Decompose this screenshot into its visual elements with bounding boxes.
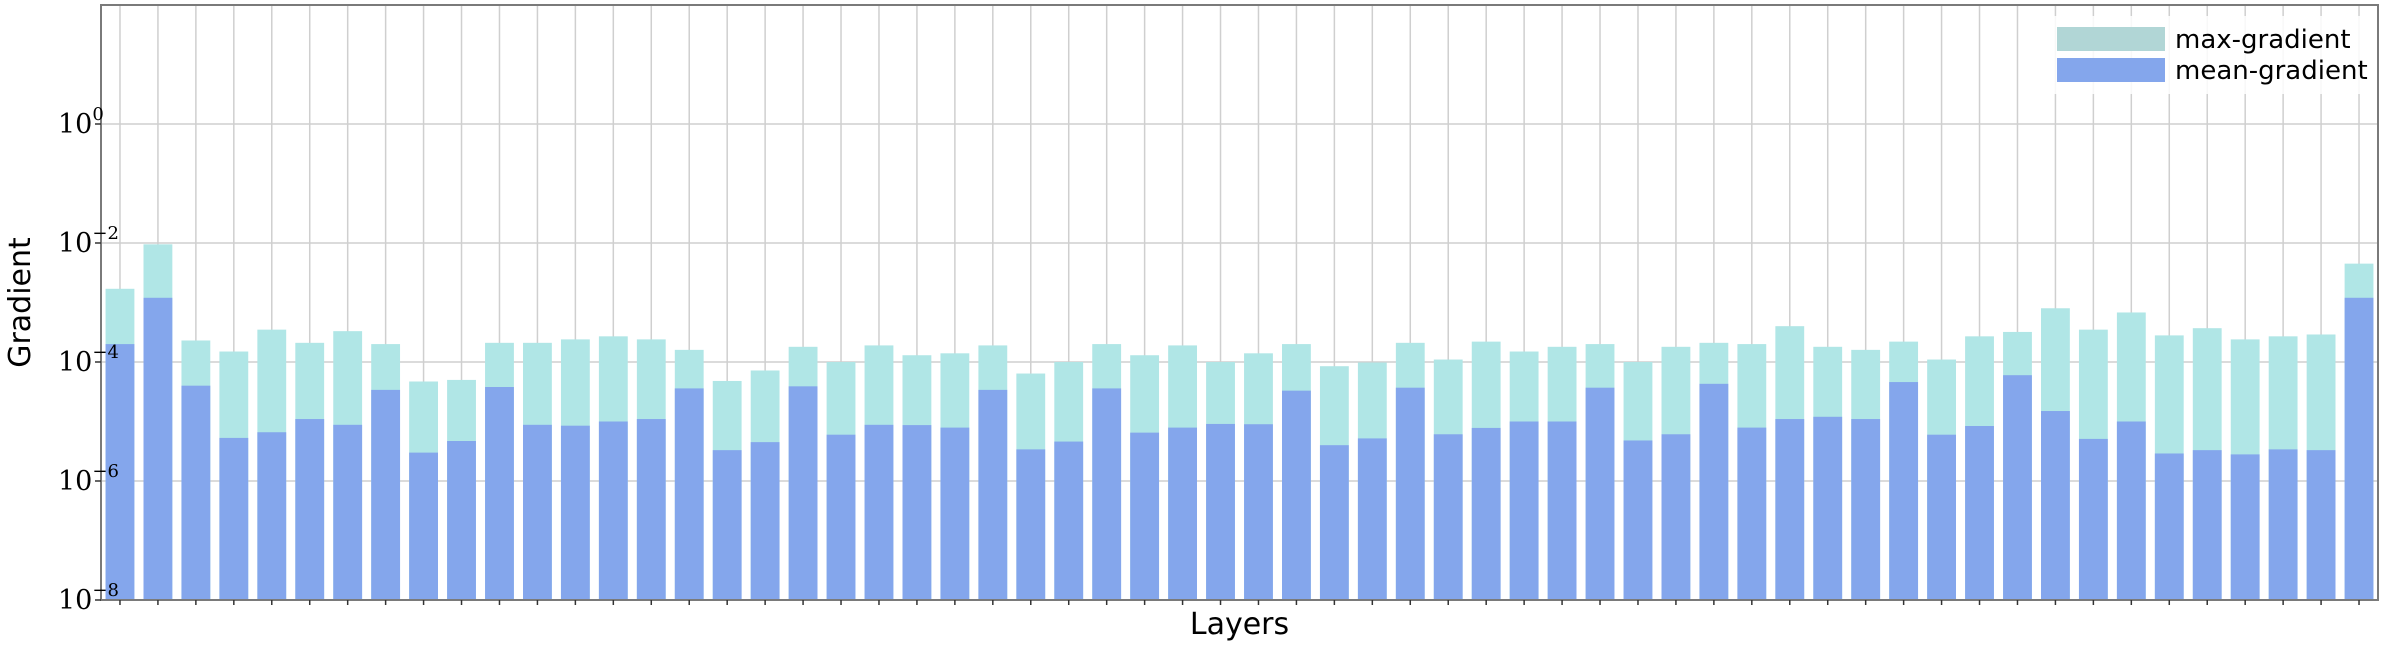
bar-mean-gradient xyxy=(1585,387,1615,600)
bar-mean-gradient xyxy=(2344,297,2374,600)
y-tick-base: 10 xyxy=(58,347,92,378)
bar-mean-gradient xyxy=(1168,427,1197,600)
bar-mean-gradient xyxy=(1965,426,1994,600)
bar-mean-gradient xyxy=(1319,445,1349,600)
bar-mean-gradient xyxy=(1775,419,1805,600)
bar-mean-gradient xyxy=(1282,390,1311,600)
bar-mean-gradient xyxy=(1623,440,1653,600)
y-tick-base: 10 xyxy=(58,228,92,259)
bar-mean-gradient xyxy=(1092,388,1122,600)
bar-mean-gradient xyxy=(1016,449,1046,600)
bar-mean-gradient xyxy=(940,427,970,600)
bar-mean-gradient xyxy=(978,389,1008,600)
legend: max-gradient mean-gradient xyxy=(2050,16,2368,94)
bar-mean-gradient xyxy=(333,424,363,600)
y-axis-label: Gradient xyxy=(3,237,38,368)
y-tick-exponent: −2 xyxy=(92,223,119,244)
bar-mean-gradient xyxy=(826,434,856,600)
bar-mean-gradient xyxy=(523,424,552,600)
bar-mean-gradient xyxy=(143,297,173,600)
bar-mean-gradient xyxy=(1244,424,1273,600)
bar-mean-gradient xyxy=(598,421,628,600)
bars xyxy=(105,244,2374,600)
y-tick-base: 10 xyxy=(58,109,92,140)
bar-mean-gradient xyxy=(1433,434,1463,600)
legend-label-max-gradient: max-gradient xyxy=(2175,25,2351,55)
bar-mean-gradient xyxy=(409,452,438,600)
bar-mean-gradient xyxy=(1889,382,1919,600)
bar-mean-gradient xyxy=(1661,434,1691,600)
bar-mean-gradient xyxy=(902,425,932,600)
bar-mean-gradient xyxy=(1357,438,1387,600)
bar-mean-gradient xyxy=(1130,432,1160,600)
bar-mean-gradient xyxy=(1509,421,1539,600)
bar-mean-gradient xyxy=(1927,434,1956,600)
bar-mean-gradient xyxy=(485,387,514,600)
bar-mean-gradient xyxy=(105,344,135,600)
bar-mean-gradient xyxy=(257,432,287,600)
bar-mean-gradient xyxy=(864,424,894,600)
y-tick-exponent: −8 xyxy=(92,580,119,601)
bar-mean-gradient xyxy=(1813,416,1843,600)
bar-mean-gradient xyxy=(1471,427,1501,600)
bar-mean-gradient xyxy=(750,442,780,600)
bar-mean-gradient xyxy=(2230,454,2260,600)
bar-mean-gradient xyxy=(1737,427,1767,600)
bar-mean-gradient xyxy=(295,419,325,600)
y-tick-exponent: −4 xyxy=(92,342,119,363)
bar-mean-gradient xyxy=(1547,421,1577,600)
bar-mean-gradient xyxy=(636,419,666,600)
bar-mean-gradient xyxy=(181,385,211,600)
y-tick-label: 100 xyxy=(58,104,104,140)
bar-mean-gradient xyxy=(1699,383,1729,600)
bar-mean-gradient xyxy=(2003,375,2032,600)
bar-mean-gradient xyxy=(2078,438,2108,600)
y-tick-label: 10−8 xyxy=(58,580,119,616)
y-tick-exponent: −6 xyxy=(92,461,119,482)
bar-mean-gradient xyxy=(2041,411,2070,600)
y-tick-label: 10−4 xyxy=(58,342,119,378)
y-tick-base: 10 xyxy=(58,466,92,497)
bar-mean-gradient xyxy=(2268,449,2298,600)
bar-mean-gradient xyxy=(371,389,401,600)
bar-mean-gradient xyxy=(2154,453,2184,600)
grid-lines xyxy=(101,5,2378,601)
bar-mean-gradient xyxy=(674,388,704,600)
bar-mean-gradient xyxy=(560,425,590,600)
bar-mean-gradient xyxy=(219,437,249,600)
bar-mean-gradient xyxy=(447,441,476,600)
y-tick-label: 10−6 xyxy=(58,461,119,497)
y-tick-label: 10−2 xyxy=(58,223,119,259)
bar-mean-gradient xyxy=(1395,387,1425,600)
bar-mean-gradient xyxy=(1206,423,1235,600)
y-tick-base: 10 xyxy=(58,585,92,616)
x-axis-label: Layers xyxy=(1190,607,1289,642)
legend-swatch-mean-gradient xyxy=(2057,58,2165,82)
bar-mean-gradient xyxy=(2306,450,2336,600)
bar-mean-gradient xyxy=(1851,419,1881,600)
plot-frame xyxy=(100,4,2379,601)
legend-swatch-max-gradient xyxy=(2057,27,2165,51)
bar-mean-gradient xyxy=(788,386,818,600)
bar-mean-gradient xyxy=(712,450,742,600)
bar-mean-gradient xyxy=(2116,421,2146,600)
bar-mean-gradient xyxy=(2192,450,2222,600)
y-tick-exponent: 0 xyxy=(92,104,103,125)
legend-label-mean-gradient: mean-gradient xyxy=(2175,56,2368,86)
bar-mean-gradient xyxy=(1054,441,1084,600)
x-axis-ticks xyxy=(119,600,2360,605)
